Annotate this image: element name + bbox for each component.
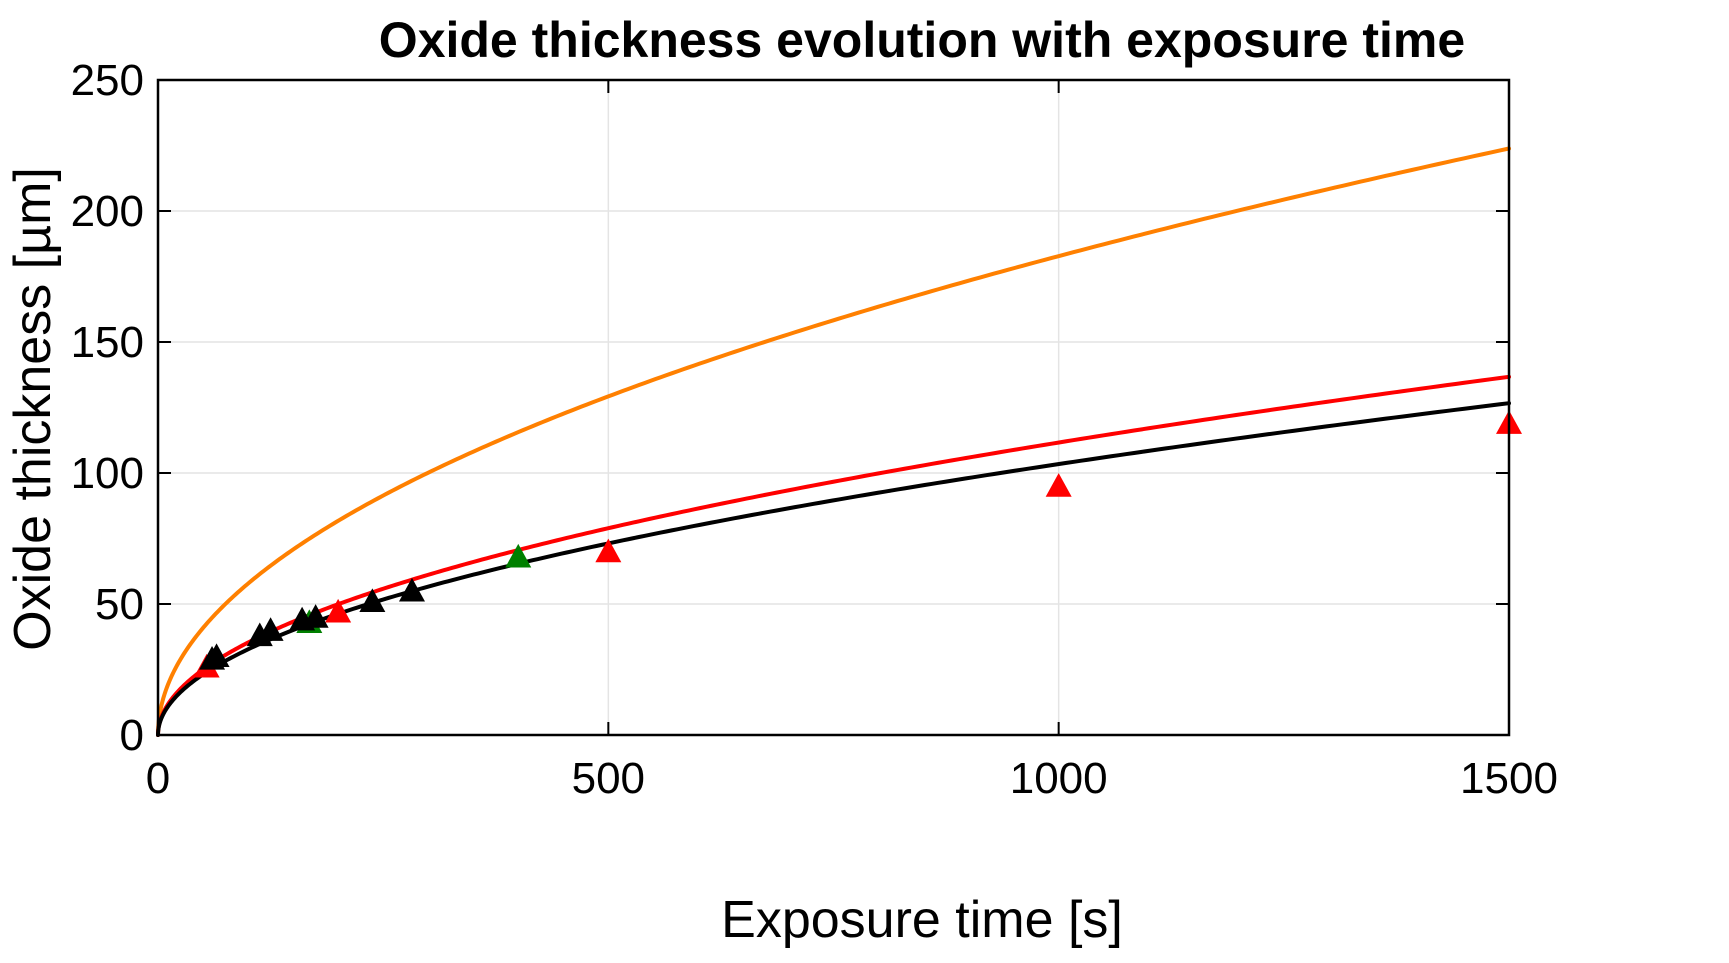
triangle-marker [1045,473,1072,497]
curves [156,146,1511,737]
triangle-marker [595,538,622,563]
series-line-2 [156,401,1511,737]
triangle-marker [203,643,230,668]
x-tick-label: 0 [146,754,170,803]
y-tick-label: 50 [95,580,144,629]
plot-frame [156,78,1511,737]
triangle-marker [325,598,352,623]
y-tick-label: 200 [71,187,144,236]
y-tick-label: 0 [120,711,144,760]
axis-ticks: 0 500 1000 1500 0 50 100 150 200 250 [71,56,1558,803]
x-axis-label: Exposure time [s] [721,891,1123,949]
grid-lines [157,79,1510,736]
triangle-marker [302,604,329,628]
series-line-0 [156,146,1511,737]
y-tick-label: 250 [71,56,144,105]
y-axis-label: Oxide thickness [µm] [4,167,62,651]
x-tick-label: 500 [572,754,645,803]
data-markers [193,410,1522,678]
triangle-marker [359,588,386,613]
x-tick-label: 1000 [1010,754,1108,803]
triangle-marker [398,577,425,602]
y-tick-label: 100 [71,449,144,498]
chart-title: Oxide thickness evolution with exposure … [379,12,1465,68]
y-tick-label: 150 [71,318,144,367]
triangle-marker [257,617,284,641]
triangle-marker [505,543,532,568]
x-tick-label: 1500 [1460,754,1558,803]
